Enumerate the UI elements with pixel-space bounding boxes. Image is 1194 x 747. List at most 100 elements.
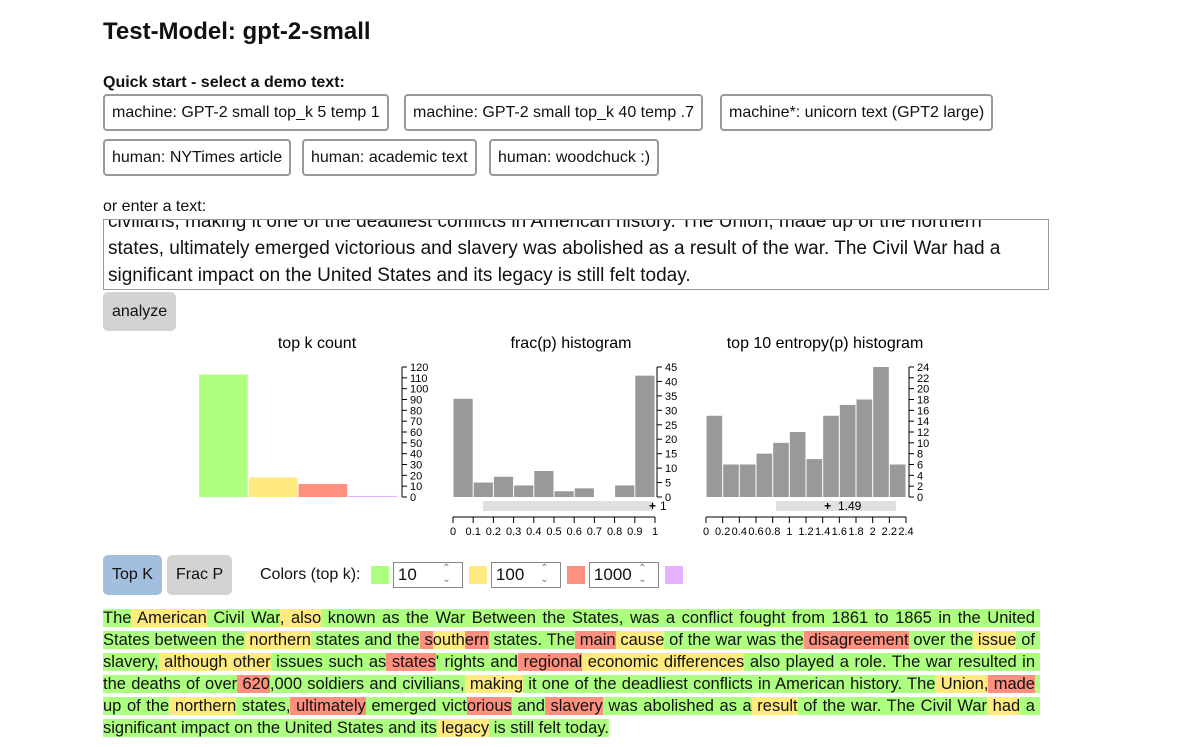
token: issues such as bbox=[270, 653, 387, 671]
bar bbox=[806, 459, 823, 497]
token: economic differences bbox=[582, 653, 745, 671]
demo-button[interactable]: human: NYTimes article bbox=[103, 139, 292, 176]
x-tick-label: 0.4 bbox=[732, 526, 747, 538]
x-tick-label: 1.4 bbox=[815, 526, 830, 538]
bar bbox=[873, 367, 889, 497]
token: is still felt today. bbox=[489, 719, 609, 737]
token: although bbox=[158, 653, 228, 671]
bar bbox=[248, 477, 298, 497]
bar bbox=[298, 484, 348, 497]
y-tick-label: 6 bbox=[917, 460, 923, 472]
chart-title: top k count bbox=[278, 335, 357, 352]
y-tick-label: 120 bbox=[410, 362, 428, 374]
bar bbox=[635, 375, 655, 497]
token: regional bbox=[517, 653, 583, 671]
token: ' rights and bbox=[435, 653, 518, 671]
bar bbox=[615, 485, 635, 497]
text-input[interactable]: The American Civil War, also known as th… bbox=[103, 219, 1049, 290]
color-settings: Colors (top k): 10 100 1000 bbox=[260, 562, 687, 588]
token: it one of the deadliest conflicts in Ame… bbox=[523, 675, 936, 693]
bar bbox=[493, 476, 514, 497]
bar bbox=[773, 442, 789, 497]
y-tick-label: 24 bbox=[917, 362, 929, 374]
bar bbox=[514, 485, 534, 497]
y-tick-label: 20 bbox=[917, 384, 929, 396]
slider-handle: + bbox=[649, 499, 656, 513]
quick-start-label: Quick start - select a demo text: bbox=[103, 74, 345, 91]
token: made bbox=[988, 675, 1035, 693]
demo-button[interactable]: human: woodchuck :) bbox=[489, 139, 660, 176]
bar bbox=[789, 432, 806, 497]
y-tick-label: 20 bbox=[410, 470, 422, 482]
token: states and the bbox=[310, 631, 420, 649]
y-tick-label: 10 bbox=[665, 463, 677, 475]
token: cause bbox=[615, 631, 665, 649]
x-tick-label: 0 bbox=[450, 526, 456, 538]
analyze-button[interactable]: analyze bbox=[103, 292, 177, 331]
token: states. The bbox=[488, 631, 576, 649]
y-tick-label: 15 bbox=[665, 449, 677, 461]
x-tick-label: 1.6 bbox=[832, 526, 847, 538]
demo-button[interactable]: human: academic text bbox=[302, 139, 477, 176]
analyzed-text: The American Civil War, also known as th… bbox=[103, 607, 1040, 739]
y-tick-label: 5 bbox=[665, 478, 671, 490]
token: states, bbox=[236, 697, 291, 715]
token: outh bbox=[432, 631, 465, 649]
slider-handle: + bbox=[824, 499, 831, 513]
demo-button[interactable]: machine*: unicorn text (GPT2 large) bbox=[720, 94, 994, 131]
y-tick-label: 20 bbox=[665, 434, 677, 446]
y-tick-label: 10 bbox=[410, 481, 422, 493]
mode-button[interactable]: Top K bbox=[103, 555, 162, 595]
x-tick-label: 0.4 bbox=[526, 526, 541, 538]
bar bbox=[739, 464, 756, 497]
color-swatch bbox=[468, 566, 487, 584]
demo-button[interactable]: machine: GPT-2 small top_k 5 temp 1 bbox=[103, 94, 389, 131]
color-swatch bbox=[664, 566, 683, 584]
token: Civil War bbox=[206, 609, 280, 627]
input-label: or enter a text: bbox=[103, 198, 207, 215]
demo-button[interactable]: machine: GPT-2 small top_k 40 temp .7 bbox=[404, 94, 704, 131]
x-tick-label: 2.4 bbox=[898, 526, 913, 538]
y-tick-label: 35 bbox=[665, 391, 677, 403]
y-tick-label: 80 bbox=[410, 405, 422, 417]
token: , bbox=[983, 675, 989, 693]
y-tick-label: 110 bbox=[410, 373, 428, 385]
y-tick-label: 90 bbox=[410, 395, 422, 407]
token: ern bbox=[464, 631, 489, 649]
token: of the war. The Civil War bbox=[797, 697, 988, 715]
token: ultimately bbox=[290, 697, 366, 715]
slider-value: 1 bbox=[660, 499, 667, 513]
y-tick-label: 60 bbox=[410, 427, 422, 439]
threshold-input[interactable]: 10 bbox=[392, 562, 463, 588]
bar bbox=[723, 464, 739, 497]
threshold-input[interactable]: 1000 bbox=[588, 562, 659, 588]
threshold-input[interactable]: 100 bbox=[490, 562, 561, 588]
x-tick-label: 0.5 bbox=[546, 526, 561, 538]
token: issue bbox=[973, 631, 1017, 649]
bar bbox=[574, 488, 594, 497]
token: of the war was the bbox=[664, 631, 804, 649]
token: northern bbox=[244, 631, 311, 649]
token: other bbox=[227, 653, 271, 671]
y-tick-label: 30 bbox=[665, 405, 677, 417]
x-tick-label: 0.6 bbox=[748, 526, 763, 538]
token: orious bbox=[466, 697, 512, 715]
x-tick-label: 0.6 bbox=[567, 526, 582, 538]
token: making bbox=[464, 675, 524, 693]
bar bbox=[473, 482, 493, 497]
slider-value: 1.49 bbox=[838, 499, 862, 513]
bar bbox=[889, 464, 906, 497]
x-tick-label: 1 bbox=[652, 526, 658, 538]
y-tick-label: 70 bbox=[410, 416, 422, 428]
mode-button[interactable]: Frac P bbox=[167, 555, 233, 595]
x-tick-label: 0.7 bbox=[587, 526, 602, 538]
token: main bbox=[575, 631, 616, 649]
x-tick-label: 0 bbox=[703, 526, 709, 538]
colors-label: Colors (top k): bbox=[260, 566, 361, 584]
x-tick-label: 0.8 bbox=[607, 526, 622, 538]
token: emerged vict bbox=[365, 697, 467, 715]
color-swatch bbox=[566, 566, 585, 584]
bar bbox=[839, 404, 856, 497]
bar bbox=[199, 374, 248, 497]
